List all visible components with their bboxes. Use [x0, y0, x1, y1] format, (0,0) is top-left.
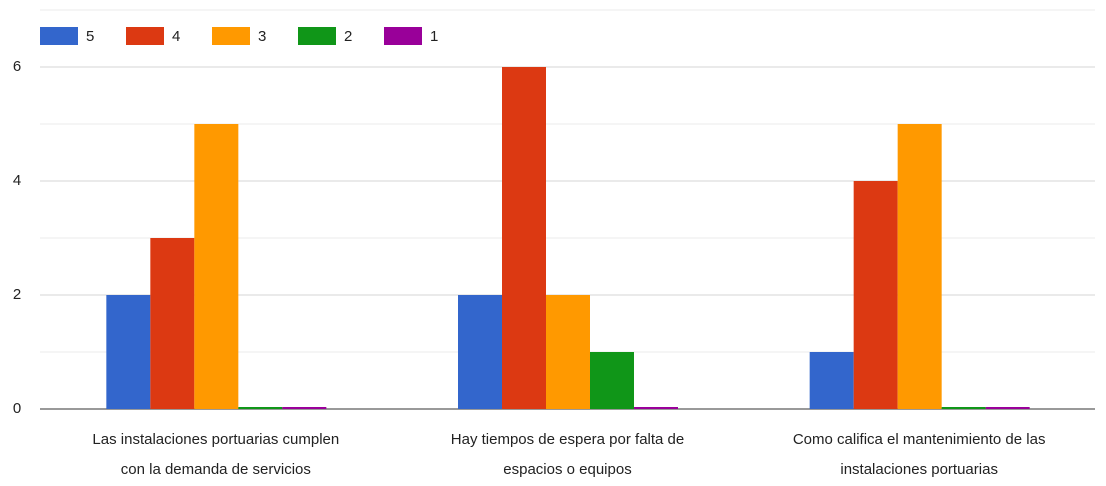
- bar: [985, 407, 1030, 409]
- legend-label: 3: [258, 28, 266, 45]
- x-tick-label: Hay tiempos de espera por falta de: [451, 431, 684, 448]
- x-tick-label: espacios o equipos: [503, 461, 631, 478]
- x-tick-label: con la demanda de servicios: [121, 461, 311, 478]
- bar: [809, 352, 854, 409]
- bar: [590, 352, 634, 409]
- legend-label: 1: [430, 28, 438, 45]
- x-tick-label: Como califica el mantenimiento de las: [793, 431, 1046, 448]
- legend-swatch: [298, 27, 336, 45]
- bar: [546, 295, 590, 409]
- legend-label: 4: [172, 28, 180, 45]
- legend-label: 2: [344, 28, 352, 45]
- bar: [238, 407, 283, 409]
- bar: [502, 67, 546, 409]
- legend-swatch: [40, 27, 78, 45]
- legend-swatch: [212, 27, 250, 45]
- bar: [194, 124, 239, 409]
- x-tick-label: Las instalaciones portuarias cumplen: [92, 431, 339, 448]
- bar: [853, 181, 898, 409]
- y-tick-label: 0: [13, 400, 21, 417]
- y-tick-label: 6: [13, 58, 21, 75]
- x-tick-label: instalaciones portuarias: [840, 461, 998, 478]
- legend-label: 5: [86, 28, 94, 45]
- bar: [897, 124, 942, 409]
- legend-swatch: [126, 27, 164, 45]
- bar: [458, 295, 502, 409]
- legend-swatch: [384, 27, 422, 45]
- bar: [150, 238, 195, 409]
- y-tick-label: 2: [13, 286, 21, 303]
- bar: [106, 295, 151, 409]
- y-tick-label: 4: [13, 172, 21, 189]
- bar: [282, 407, 327, 409]
- bar: [634, 407, 678, 409]
- bar: [941, 407, 986, 409]
